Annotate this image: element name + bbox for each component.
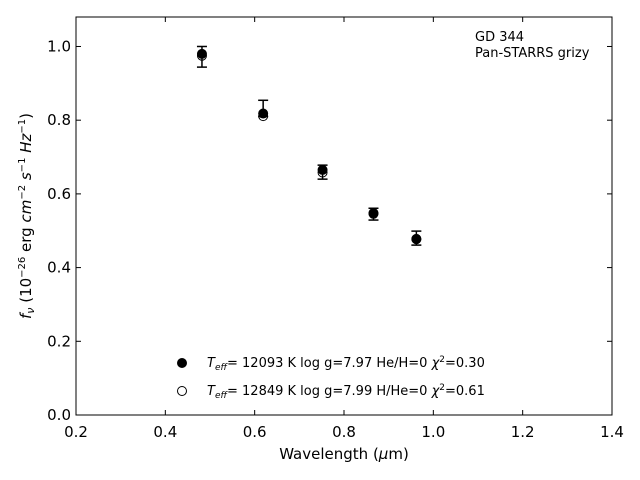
- x-tick-label: 1.2: [511, 423, 535, 441]
- x-axis-ticks: 0.2 0.4 0.6 0.8 1.0 1.2 1.4: [64, 17, 624, 441]
- x-tick-label: 1.0: [421, 423, 445, 441]
- error-bars: [196, 45, 422, 246]
- legend-marker-filled: [177, 358, 187, 368]
- y-tick-label: 0.8: [47, 111, 71, 129]
- annotation-object-name: GD 344: [475, 30, 524, 45]
- legend-marker-open: [177, 386, 187, 396]
- legend: Teff= 12093 K log g=7.97 He/H=0 χ2=0.30 …: [177, 355, 485, 401]
- annotation-survey-name: Pan-STARRS grizy: [475, 46, 590, 61]
- legend-entry-1: Teff= 12093 K log g=7.97 He/H=0 χ2=0.30: [207, 355, 485, 373]
- point-model-h: [258, 108, 269, 119]
- x-tick-label: 0.4: [153, 423, 177, 441]
- y-tick-label: 1.0: [47, 37, 71, 55]
- x-axis-label: Wavelength (μm): [279, 445, 409, 463]
- point-model-h: [317, 164, 328, 175]
- y-tick-label: 0.4: [47, 259, 71, 277]
- x-tick-label: 0.2: [64, 423, 88, 441]
- point-model-he: [317, 167, 328, 178]
- point-model-he: [368, 208, 379, 219]
- legend-entry-2: Teff= 12849 K log g=7.99 H/He=0 χ2=0.61: [207, 383, 485, 401]
- point-model-he: [411, 233, 422, 244]
- y-tick-label: 0.0: [47, 406, 71, 424]
- y-tick-label: 0.6: [47, 185, 71, 203]
- x-tick-label: 0.8: [332, 423, 356, 441]
- y-axis-ticks: 0.0 0.2 0.4 0.6 0.8 1.0: [47, 37, 612, 424]
- y-tick-label: 0.2: [47, 332, 71, 350]
- x-tick-label: 0.6: [243, 423, 267, 441]
- point-model-he: [258, 111, 269, 122]
- point-model-he: [196, 50, 207, 61]
- x-tick-label: 1.4: [600, 423, 624, 441]
- y-axis-label: fν (10−26 erg cm−2 s−1 Hz−1): [17, 113, 37, 319]
- data-points: [196, 48, 422, 245]
